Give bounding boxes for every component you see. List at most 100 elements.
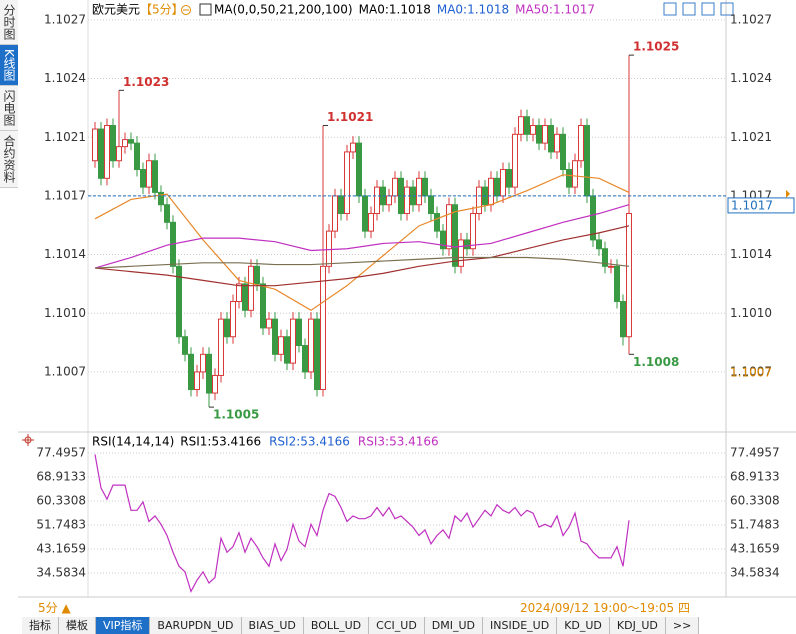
- candle-body: [332, 195, 338, 232]
- window-controls[interactable]: [663, 2, 734, 16]
- indicator-tab[interactable]: 模板: [59, 617, 96, 634]
- candle-body: [338, 195, 344, 215]
- y-tick-label: 60.3308: [730, 493, 780, 507]
- indicator-tab[interactable]: KD_UD: [557, 617, 610, 634]
- y-tick-label: 43.1659: [730, 541, 780, 555]
- candle-body: [530, 125, 536, 135]
- indicator-tabs: 指标 模板 VIP指标 BARUPDN_UD BIAS_UD BOLL_UD CCI_UD D…: [22, 617, 700, 634]
- candle-body: [110, 125, 116, 162]
- candle-body: [500, 169, 506, 197]
- candle-body: [116, 146, 122, 162]
- candle-body: [554, 133, 560, 153]
- y-tick-label: 1.1007: [730, 364, 772, 378]
- candle-body: [92, 128, 98, 162]
- candle-body: [560, 133, 566, 171]
- price-tag-box: [727, 197, 795, 214]
- candle-body: [386, 195, 392, 206]
- extreme-label: 1.1023: [123, 75, 169, 89]
- candle-body: [314, 318, 320, 391]
- candle-body: [260, 283, 266, 329]
- candle-body: [422, 177, 428, 197]
- candle-body: [272, 318, 278, 355]
- indicator-line: [94, 174, 630, 312]
- y-tick-label: 1.1010: [44, 306, 86, 320]
- y-tick-label: 68.9133: [36, 469, 86, 483]
- indicator-tab[interactable]: KDJ_UD: [609, 617, 666, 634]
- sidebar-tab[interactable]: 分时图: [0, 0, 18, 45]
- rsi-icon[interactable]: [22, 434, 34, 446]
- candle-body: [284, 336, 290, 364]
- sidebar: 分时图 K线图 闪电图 合约资料: [0, 0, 18, 188]
- sidebar-tab[interactable]: K线图: [0, 45, 18, 86]
- candle-body: [392, 177, 398, 197]
- candle-body: [176, 265, 182, 338]
- y-tick-label: 1.1010: [730, 306, 772, 320]
- footer-time: 2024/09/12 19:00～19:05 四: [520, 601, 690, 615]
- ma-legend: MA0:1.1018: [437, 3, 509, 17]
- indicator-tab[interactable]: INSIDE_UD: [483, 617, 558, 634]
- candle-body: [614, 265, 620, 303]
- candle-body: [350, 142, 356, 153]
- candle-body: [446, 204, 452, 250]
- y-tick-label: 1.1021: [730, 130, 772, 144]
- candle-body: [362, 195, 368, 232]
- candle-body: [128, 139, 134, 144]
- candle-body: [98, 128, 104, 179]
- y-tick-label: 1.1024: [44, 71, 86, 85]
- rsi-legend: RSI2:53.4166: [269, 435, 350, 449]
- indicator-tab[interactable]: VIP指标: [96, 617, 151, 634]
- extreme-label: 1.1021: [327, 110, 373, 124]
- period-icon[interactable]: [181, 5, 191, 15]
- candle-body: [452, 204, 458, 267]
- y-tick-label: 60.3308: [36, 493, 86, 507]
- y-tick-label: 1.1021: [44, 130, 86, 144]
- candle-body: [368, 213, 374, 232]
- indicator-line: [94, 454, 630, 593]
- candle-body: [572, 160, 578, 188]
- indicator-tab[interactable]: BOLL_UD: [303, 617, 370, 634]
- footer-period[interactable]: 5分 ▲: [38, 601, 71, 615]
- sidebar-tab[interactable]: 合约资料: [0, 130, 18, 188]
- candle-body: [164, 204, 170, 223]
- candle-body: [188, 353, 194, 391]
- candle-body: [536, 125, 542, 144]
- candle-body: [152, 160, 158, 193]
- candle-body: [602, 248, 608, 267]
- candle-body: [242, 283, 248, 311]
- candle-body: [236, 283, 242, 303]
- y-tick-label: 1.1017: [44, 188, 86, 202]
- candle-body: [320, 265, 326, 391]
- y-tick-label: 1.1007: [44, 364, 86, 378]
- candle-body: [512, 133, 518, 188]
- indicator-tab[interactable]: CCI_UD: [369, 617, 425, 634]
- candle-body: [308, 318, 314, 373]
- extreme-label: 1.1025: [633, 40, 679, 54]
- candle-body: [326, 230, 332, 267]
- candle-body: [140, 169, 146, 188]
- sidebar-tab[interactable]: 闪电图: [0, 85, 18, 131]
- indicator-tab[interactable]: >>: [665, 617, 700, 634]
- indicator-tab[interactable]: BARUPDN_UD: [150, 617, 242, 634]
- symbol: 欧元美元: [92, 3, 140, 17]
- y-tick-label: 68.9133: [730, 469, 780, 483]
- indicator-icon[interactable]: [199, 3, 212, 16]
- period: 【5分】: [140, 3, 184, 17]
- indicator-tab[interactable]: 指标: [22, 617, 59, 634]
- candle-body: [212, 374, 218, 394]
- y-tick-label: 1.1027: [44, 12, 86, 26]
- candle-body: [194, 371, 200, 391]
- y-tick-label: 77.4957: [730, 445, 780, 459]
- candle-body: [518, 116, 524, 135]
- candle-body: [104, 125, 110, 179]
- candle-body: [566, 169, 572, 188]
- candle-body: [290, 318, 296, 364]
- candle-body: [524, 116, 530, 135]
- candle-body: [146, 160, 152, 188]
- y-tick-label: 51.7483: [36, 517, 86, 531]
- y-tick-label: 1.1024: [730, 71, 772, 85]
- indicator-tab[interactable]: BIAS_UD: [241, 617, 304, 634]
- indicator-tab[interactable]: DMI_UD: [424, 617, 484, 634]
- rsi-title: RSI(14,14,14): [92, 435, 174, 449]
